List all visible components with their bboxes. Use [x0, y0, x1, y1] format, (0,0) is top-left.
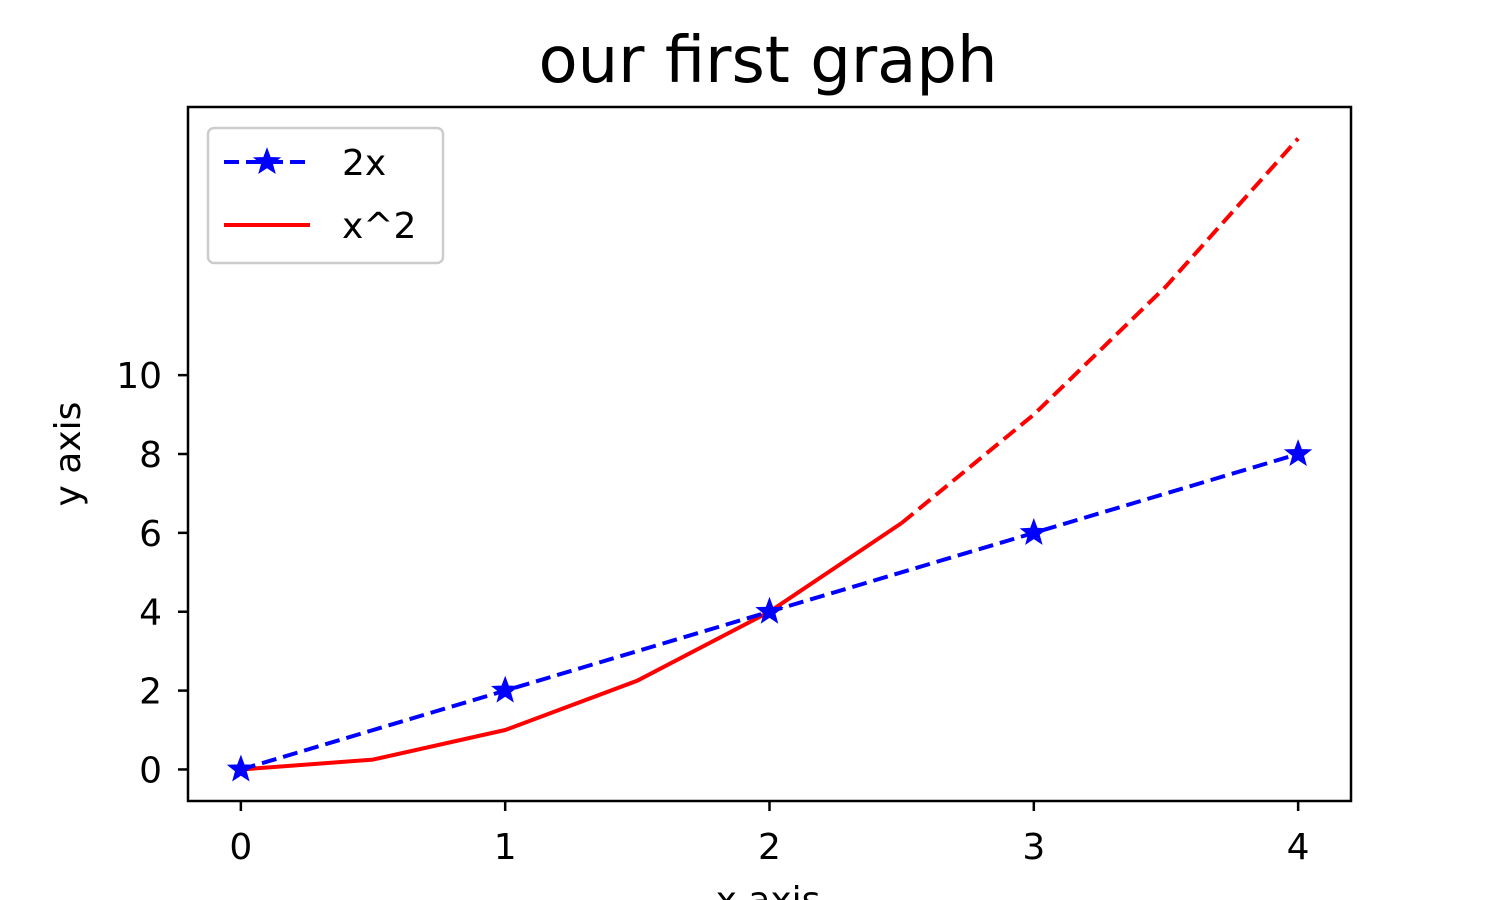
- data-point-star-icon: [1283, 439, 1313, 467]
- series-line-2: [900, 137, 1300, 525]
- data-point-star-icon: [755, 596, 784, 624]
- y-tick-label: 2: [139, 672, 162, 713]
- y-axis-label: y axis: [48, 402, 89, 507]
- y-tick-label: 6: [139, 514, 162, 555]
- y-tick-label: 10: [116, 356, 162, 397]
- x-tick-label: 0: [229, 827, 252, 868]
- legend-marker-star-icon: [252, 147, 282, 175]
- data-point-star-icon: [1019, 518, 1048, 545]
- x-axis-label: x axis: [716, 880, 821, 900]
- x-tick-label: 3: [1022, 827, 1045, 868]
- legend-label-x2: x^2: [342, 206, 416, 247]
- x-tick-label: 1: [494, 827, 517, 868]
- data-point-star-icon: [226, 754, 256, 782]
- series-line-1: [240, 521, 903, 772]
- ticks-layer: 0 1 2 3 4 0 2 4 6 8 10: [116, 356, 1309, 868]
- data-point-star-icon: [491, 675, 520, 703]
- y-tick-label: 0: [139, 750, 162, 791]
- legend-label-2x: 2x: [342, 143, 386, 184]
- x-tick-label: 2: [758, 827, 781, 868]
- chart-title: our first graph: [538, 24, 997, 98]
- legend: 2x x^2: [206, 126, 445, 265]
- y-tick-label: 8: [139, 435, 162, 476]
- series-layer: [226, 137, 1313, 782]
- y-tick-label: 4: [139, 593, 162, 634]
- x-tick-label: 4: [1287, 827, 1310, 868]
